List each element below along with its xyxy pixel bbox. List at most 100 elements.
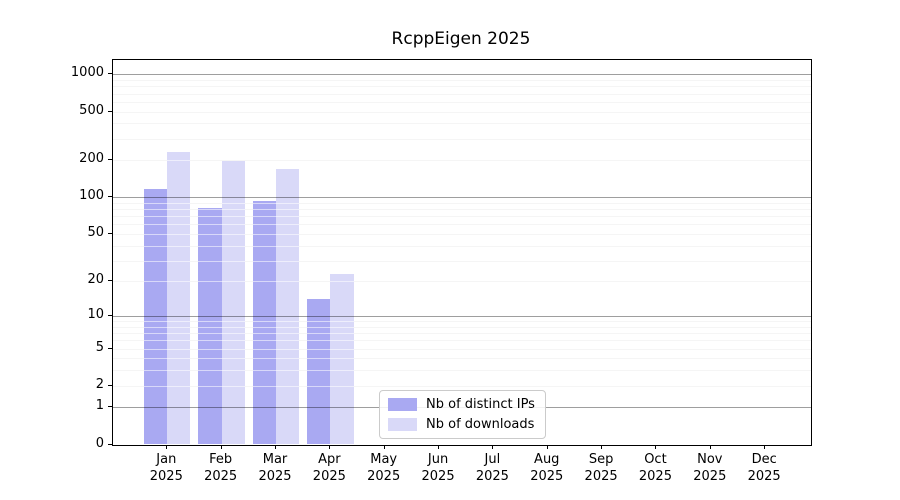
gridline-minor-overlay: [113, 101, 811, 103]
gridline-minor-overlay: [113, 358, 811, 360]
y-tick-label: 5: [95, 339, 104, 355]
gridline-minor-overlay: [113, 340, 811, 342]
gridline-minor-overlay: [113, 111, 811, 113]
x-tick-mark: [655, 444, 657, 449]
legend-item-distinct-ips: Nb of distinct IPs: [388, 397, 535, 412]
x-tick-label: Jan 2025: [136, 451, 196, 485]
x-tick-year: 2025: [258, 468, 292, 484]
gridline-minor-overlay: [113, 245, 811, 247]
x-tick-mark: [764, 444, 766, 449]
gridline-minor-overlay: [113, 224, 811, 226]
gridline-minor-overlay: [113, 202, 811, 204]
x-tick-label: Nov 2025: [680, 451, 740, 485]
x-tick-year: 2025: [149, 468, 183, 484]
legend-item-downloads: Nb of downloads: [388, 417, 535, 432]
y-tick-mark: [108, 384, 112, 386]
legend-label-downloads: Nb of downloads: [426, 417, 535, 432]
gridlines-major-layer: [113, 60, 811, 445]
x-tick-mark: [709, 444, 711, 449]
x-tick-year: 2025: [584, 468, 618, 484]
y-tick-mark: [108, 196, 112, 198]
gridline-minor-overlay: [113, 123, 811, 125]
x-tick-label: Mar 2025: [245, 451, 305, 485]
bar-distinct-ips-apr: [307, 299, 331, 445]
gridline-minor-overlay: [113, 260, 811, 262]
x-tick-year: 2025: [530, 468, 564, 484]
gridline-major: [113, 197, 811, 199]
gridline-minor-overlay: [113, 138, 811, 140]
y-tick-label: 1: [95, 398, 104, 414]
x-tick-label: Jun 2025: [408, 451, 468, 485]
gridline-minor-overlay: [113, 216, 811, 218]
gridline-minor-overlay: [113, 385, 811, 387]
gridline-minor-overlay: [113, 209, 811, 211]
y-tick-mark: [108, 110, 112, 112]
legend-swatch-distinct-ips: [388, 398, 417, 411]
y-tick-mark: [108, 406, 112, 408]
x-tick-mark: [329, 444, 331, 449]
gridline-minor-overlay: [113, 93, 811, 95]
x-tick-mark: [492, 444, 494, 449]
x-tick-year: 2025: [693, 468, 727, 484]
legend-swatch-downloads: [388, 418, 417, 431]
x-tick-year: 2025: [312, 468, 346, 484]
x-tick-year: 2025: [475, 468, 509, 484]
y-tick-mark: [108, 159, 112, 161]
chart-title: RcppEigen 2025: [391, 29, 531, 49]
x-tick-label: May 2025: [354, 451, 414, 485]
x-tick-mark: [383, 444, 385, 449]
x-tick-mark: [546, 444, 548, 449]
x-tick-year: 2025: [638, 468, 672, 484]
bar-downloads-apr: [330, 274, 354, 445]
legend: Nb of distinct IPs Nb of downloads: [379, 390, 546, 439]
y-tick-mark: [108, 280, 112, 282]
gridline-minor-overlay: [113, 80, 811, 82]
y-tick-label: 2: [95, 376, 104, 392]
x-tick-label: Aug 2025: [517, 451, 577, 485]
y-tick-mark: [108, 443, 112, 445]
gridline-minor-overlay: [113, 348, 811, 350]
y-tick-mark: [108, 347, 112, 349]
y-tick-label: 10: [87, 307, 104, 323]
y-tick-mark: [108, 232, 112, 234]
x-tick-label: Oct 2025: [625, 451, 685, 485]
x-tick-mark: [601, 444, 603, 449]
x-tick-mark: [220, 444, 222, 449]
x-tick-label: Feb 2025: [191, 451, 251, 485]
gridline-minor-overlay: [113, 370, 811, 372]
x-tick-label: Jul 2025: [462, 451, 522, 485]
gridlines-overlay-layer: [113, 60, 811, 445]
x-tick-year: 2025: [204, 468, 238, 484]
y-tick-label: 100: [79, 188, 104, 204]
bars-layer: [113, 60, 811, 445]
x-tick-year: 2025: [367, 468, 401, 484]
gridline-minor-overlay: [113, 233, 811, 235]
gridline-major: [113, 316, 811, 318]
gridline-minor-overlay: [113, 333, 811, 335]
x-tick-year: 2025: [747, 468, 781, 484]
bar-downloads-mar: [276, 169, 300, 445]
bar-distinct-ips-mar: [252, 201, 276, 445]
bar-distinct-ips-jan: [144, 188, 168, 445]
bar-distinct-ips-feb: [198, 207, 222, 445]
y-tick-label: 200: [79, 151, 104, 167]
gridline-minor-overlay: [113, 160, 811, 162]
x-tick-mark: [438, 444, 440, 449]
legend-label-distinct-ips: Nb of distinct IPs: [426, 397, 535, 412]
x-tick-year: 2025: [421, 468, 455, 484]
x-tick-label: Dec 2025: [734, 451, 794, 485]
x-tick-label: Apr 2025: [299, 451, 359, 485]
gridline-minor-overlay: [113, 281, 811, 283]
gridline-minor-overlay: [113, 321, 811, 323]
gridline-major: [113, 74, 811, 76]
bar-downloads-feb: [221, 160, 245, 445]
y-tick-label: 0: [95, 435, 104, 451]
y-tick-label: 1000: [70, 65, 104, 81]
y-tick-mark: [108, 315, 112, 317]
gridline-minor-overlay: [113, 86, 811, 88]
y-tick-label: 50: [87, 224, 104, 240]
y-tick-label: 500: [79, 102, 104, 118]
plot-area: [112, 59, 812, 446]
x-tick-label: Sep 2025: [571, 451, 631, 485]
